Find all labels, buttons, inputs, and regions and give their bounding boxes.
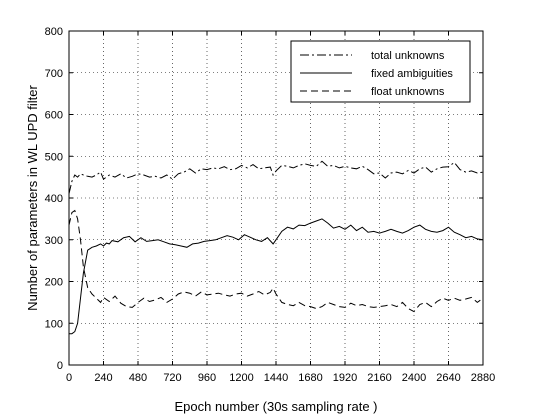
legend-label-total-unknowns: total unknowns [371, 50, 445, 62]
legend-label-fixed-ambiguities: fixed ambiguities [371, 68, 453, 80]
y-tick-label: 700 [45, 68, 63, 80]
y-tick-label: 100 [45, 318, 63, 330]
legend-label-float-unknowns: float unknowns [371, 86, 445, 98]
x-tick-label: 1680 [298, 372, 322, 384]
x-tick-label: 2880 [471, 372, 495, 384]
y-tick-label: 0 [57, 360, 63, 372]
y-axis-title: Number of parameters in WL UPD filter [25, 85, 40, 311]
x-tick-label: 480 [129, 372, 147, 384]
x-tick-label: 1440 [264, 372, 288, 384]
y-tick-label: 600 [45, 110, 63, 122]
x-tick-label: 2640 [436, 372, 460, 384]
x-tick-label: 960 [198, 372, 216, 384]
x-tick-label: 0 [66, 372, 72, 384]
x-tick-label: 240 [94, 372, 112, 384]
grid [69, 31, 483, 365]
y-tick-label: 800 [45, 26, 63, 38]
ticks: 0 240 480 720 960 1200 1440 1680 1920 2160 2400 264… [45, 26, 496, 384]
y-tick-label: 200 [45, 277, 63, 289]
x-tick-label: 2160 [367, 372, 391, 384]
x-tick-label: 2400 [402, 372, 426, 384]
x-tick-label: 720 [163, 372, 181, 384]
series-line-float-unknowns [68, 209, 484, 313]
y-tick-label: 400 [45, 193, 63, 205]
series-line-total-unknowns [68, 160, 484, 194]
series-layer [68, 160, 484, 335]
series-line-fixed-ambiguities [69, 218, 484, 335]
x-axis-title: Epoch number (30s sampling rate ) [174, 399, 377, 414]
y-tick-label: 300 [45, 235, 63, 247]
legend-box [290, 40, 471, 103]
legend: total unknowns fixed ambiguities float u… [290, 40, 471, 103]
y-tick-label: 500 [45, 151, 63, 163]
x-tick-label: 1920 [333, 372, 357, 384]
x-tick-label: 1200 [229, 372, 253, 384]
